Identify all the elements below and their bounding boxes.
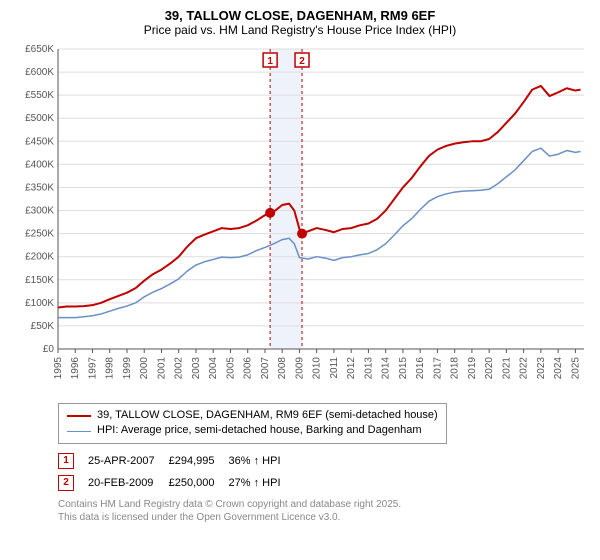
svg-text:2017: 2017 — [432, 357, 443, 380]
svg-text:2008: 2008 — [277, 357, 288, 380]
svg-text:2018: 2018 — [450, 357, 461, 380]
svg-text:2016: 2016 — [415, 357, 426, 380]
sale-price: £250,000 — [169, 472, 229, 494]
svg-text:2: 2 — [299, 56, 305, 67]
legend-item-property: 39, TALLOW CLOSE, DAGENHAM, RM9 6EF (sem… — [67, 408, 438, 423]
svg-text:£50K: £50K — [31, 321, 55, 332]
svg-text:£200K: £200K — [25, 252, 54, 263]
svg-text:£250K: £250K — [25, 229, 54, 240]
svg-text:£350K: £350K — [25, 182, 54, 193]
svg-text:2006: 2006 — [243, 357, 254, 380]
svg-text:1: 1 — [267, 56, 273, 67]
sales-table: 1 25-APR-2007 £294,995 36% ↑ HPI 2 20-FE… — [58, 450, 295, 494]
svg-text:2011: 2011 — [329, 357, 340, 379]
svg-text:2001: 2001 — [156, 357, 167, 380]
svg-text:2009: 2009 — [294, 357, 305, 380]
svg-text:£100K: £100K — [25, 298, 54, 309]
svg-text:1996: 1996 — [70, 357, 81, 380]
legend-label: HPI: Average price, semi-detached house,… — [97, 423, 422, 438]
chart-subtitle: Price paid vs. HM Land Registry's House … — [8, 23, 592, 37]
svg-text:1997: 1997 — [87, 357, 98, 380]
svg-text:2019: 2019 — [467, 357, 478, 380]
sale-date: 25-APR-2007 — [88, 450, 169, 472]
svg-text:2020: 2020 — [484, 357, 495, 380]
svg-text:£0: £0 — [43, 344, 55, 355]
svg-text:2003: 2003 — [191, 357, 202, 380]
sale-price: £294,995 — [169, 450, 229, 472]
marker-badge-2: 2 — [58, 475, 74, 491]
table-row: 1 25-APR-2007 £294,995 36% ↑ HPI — [58, 450, 295, 472]
svg-text:£300K: £300K — [25, 206, 54, 217]
svg-text:2000: 2000 — [139, 357, 150, 380]
svg-text:2015: 2015 — [398, 357, 409, 380]
svg-text:2024: 2024 — [553, 357, 564, 380]
chart-title: 39, TALLOW CLOSE, DAGENHAM, RM9 6EF — [8, 8, 592, 23]
svg-text:2002: 2002 — [174, 357, 185, 380]
table-row: 2 20-FEB-2009 £250,000 27% ↑ HPI — [58, 472, 295, 494]
svg-text:2013: 2013 — [363, 357, 374, 380]
legend-swatch-property — [67, 415, 91, 417]
sale-hpi-delta: 36% ↑ HPI — [229, 450, 295, 472]
svg-text:2005: 2005 — [225, 357, 236, 380]
legend-swatch-hpi — [67, 431, 91, 432]
svg-text:£450K: £450K — [25, 136, 54, 147]
svg-text:2012: 2012 — [346, 357, 357, 380]
svg-text:£500K: £500K — [25, 113, 54, 124]
sale-hpi-delta: 27% ↑ HPI — [229, 472, 295, 494]
svg-text:£400K: £400K — [25, 159, 54, 170]
svg-text:1998: 1998 — [105, 357, 116, 380]
footer: Contains HM Land Registry data © Crown c… — [58, 498, 592, 524]
sale-date: 20-FEB-2009 — [88, 472, 169, 494]
footer-copyright: Contains HM Land Registry data © Crown c… — [58, 498, 592, 511]
svg-text:2022: 2022 — [519, 357, 530, 380]
legend-item-hpi: HPI: Average price, semi-detached house,… — [67, 423, 438, 438]
svg-text:2025: 2025 — [570, 357, 581, 380]
svg-text:2023: 2023 — [536, 357, 547, 380]
svg-text:1995: 1995 — [53, 357, 64, 380]
svg-text:2021: 2021 — [501, 357, 512, 380]
legend-label: 39, TALLOW CLOSE, DAGENHAM, RM9 6EF (sem… — [97, 408, 438, 423]
price-chart: £0 £50K £100K £150K £200K £250K £300K £350K £400… — [8, 41, 592, 401]
footer-licence: This data is licensed under the Open Gov… — [58, 511, 592, 524]
svg-text:1999: 1999 — [122, 357, 133, 380]
svg-text:£650K: £650K — [25, 44, 54, 55]
legend: 39, TALLOW CLOSE, DAGENHAM, RM9 6EF (sem… — [58, 403, 447, 444]
svg-text:2004: 2004 — [208, 357, 219, 380]
svg-text:2014: 2014 — [381, 357, 392, 380]
marker-badge-1: 1 — [58, 453, 74, 469]
svg-text:2007: 2007 — [260, 357, 271, 380]
svg-text:£600K: £600K — [25, 67, 54, 78]
svg-text:£550K: £550K — [25, 90, 54, 101]
svg-text:2010: 2010 — [312, 357, 323, 380]
svg-text:£150K: £150K — [25, 275, 54, 286]
